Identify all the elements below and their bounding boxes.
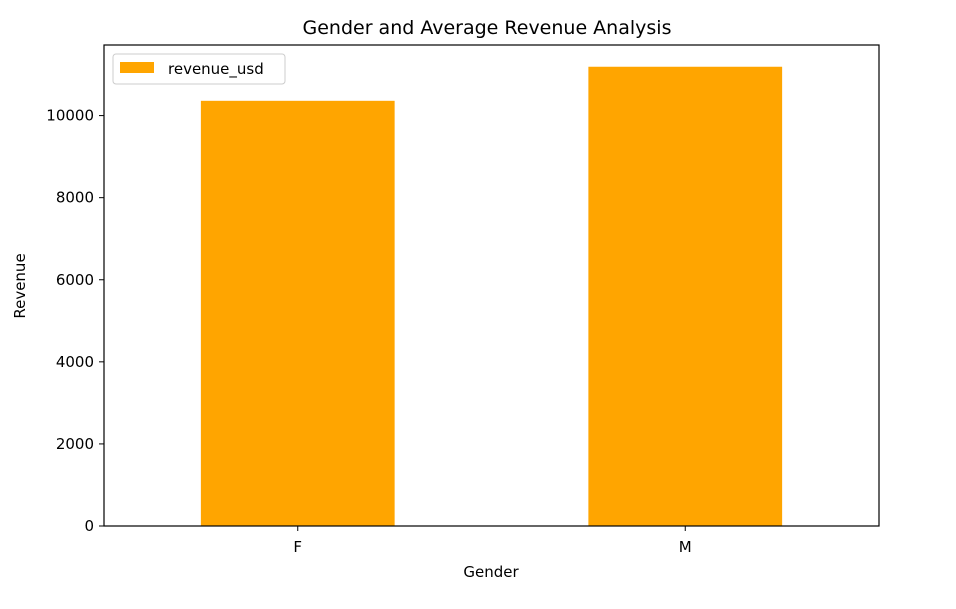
bar-m (588, 66, 783, 526)
x-axis-label: Gender (463, 563, 519, 581)
y-axis: 0 2000 4000 6000 8000 10000 (46, 107, 104, 535)
y-axis-label: Revenue (11, 253, 29, 318)
y-tick-label: 2000 (56, 435, 94, 453)
bar-f (200, 100, 395, 526)
y-tick-label: 8000 (56, 189, 94, 207)
x-tick-label: F (293, 538, 302, 556)
x-tick-label: M (679, 538, 692, 556)
y-tick-label: 6000 (56, 271, 94, 289)
y-tick-label: 0 (84, 517, 94, 535)
legend-label: revenue_usd (168, 60, 264, 79)
y-tick-label: 10000 (46, 107, 94, 125)
plot-area-frame (103, 44, 880, 527)
y-tick-label: 4000 (56, 353, 94, 371)
legend-box (112, 53, 286, 85)
legend: revenue_usd (112, 53, 286, 85)
chart-title: Gender and Average Revenue Analysis (303, 17, 672, 39)
legend-swatch (120, 62, 154, 73)
bars-layer (200, 66, 783, 526)
